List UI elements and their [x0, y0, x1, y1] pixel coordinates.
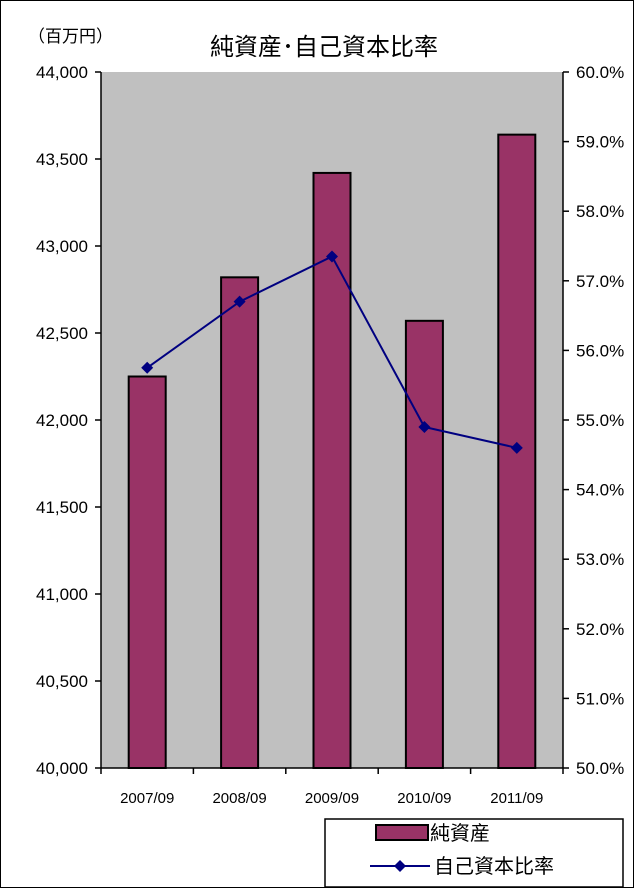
equity-ratio-point-2008/09 — [233, 295, 246, 308]
x-tick-label: 2011/09 — [490, 790, 543, 807]
y-right-tick-label: 51.0% — [576, 689, 624, 708]
equity-ratio-point-2009/09 — [326, 250, 338, 263]
legend-label-equity-ratio: 自己資本比率 — [434, 854, 554, 878]
bar-2010/09 — [404, 319, 444, 769]
bar-2008/09 — [220, 276, 260, 769]
y-left-tick-label: 40,500 — [36, 672, 88, 691]
equity-ratio-point-2007/09 — [141, 361, 154, 374]
y-right-tick-label: 55.0% — [576, 411, 624, 430]
y-right-tick-label: 56.0% — [576, 341, 624, 360]
y-left-tick-label: 44,000 — [36, 63, 88, 82]
y-right-tick-label: 53.0% — [576, 550, 624, 569]
y-left-tick-label: 41,500 — [36, 498, 88, 517]
y-left-tick-label: 43,500 — [36, 150, 88, 169]
axes-layer: 40,000 40,500 41,000 41,500 42,000 42,500 43,0… — [36, 63, 624, 807]
unit-label: （百万円） — [28, 27, 113, 47]
y-left-tick-label: 42,000 — [36, 411, 88, 430]
y-right-tick-label: 58.0% — [576, 202, 624, 221]
equity-ratio-point-2010/09 — [418, 420, 431, 433]
line-layer — [141, 250, 523, 454]
x-tick-label: 2010/09 — [397, 790, 451, 807]
y-left-tick-label: 42,500 — [36, 324, 88, 343]
legend-swatch-net-assets — [375, 824, 429, 841]
legend-diamond-marker-icon — [394, 860, 406, 872]
bar-2007/09 — [127, 375, 167, 769]
x-tick-label: 2007/09 — [120, 790, 174, 807]
x-tick-label: 2009/09 — [305, 790, 359, 807]
y-right-tick-label: 54.0% — [576, 481, 624, 500]
legend: 純資産 自己資本比率 — [324, 818, 624, 888]
y-right-tick-label: 50.0% — [576, 759, 624, 778]
chart-title: 純資産･自己資本比率 — [210, 33, 438, 61]
y-right-tick-label: 57.0% — [576, 272, 624, 291]
bars-layer — [127, 133, 537, 770]
x-tick-label: 2008/09 — [212, 790, 266, 807]
legend-box — [324, 818, 624, 888]
y-left-tick-label: 40,000 — [36, 759, 88, 778]
y-left-tick-label: 41,000 — [36, 585, 88, 604]
y-right-tick-label: 52.0% — [576, 620, 624, 639]
y-left-tick-label: 43,000 — [36, 237, 88, 256]
equity-ratio-point-2011/09 — [510, 441, 523, 454]
y-right-tick-label: 59.0% — [576, 133, 624, 152]
y-right-tick-label: 60.0% — [576, 63, 624, 82]
legend-label-net-assets: 純資産 — [430, 821, 490, 845]
bar-2009/09 — [312, 171, 352, 770]
